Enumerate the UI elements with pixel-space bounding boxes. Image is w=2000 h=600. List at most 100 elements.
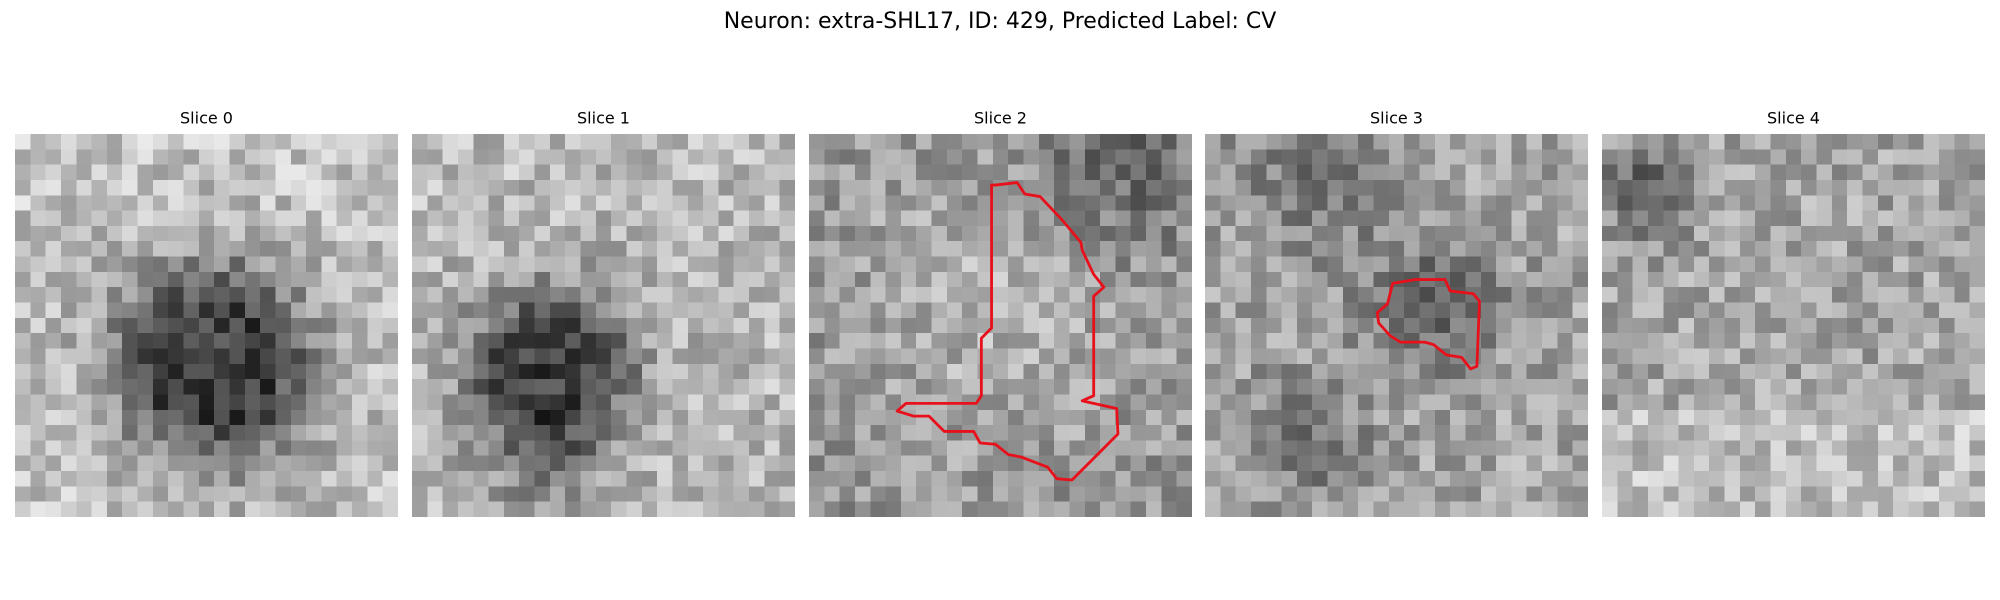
pixel (1450, 210, 1467, 227)
pixel (275, 149, 292, 166)
pixel (106, 440, 123, 457)
pixel (1130, 241, 1147, 258)
pixel (931, 348, 948, 365)
pixel (1526, 179, 1543, 196)
pixel (336, 134, 353, 150)
pixel (1877, 225, 1894, 242)
pixel (1419, 302, 1436, 319)
pixel (824, 363, 841, 380)
pixel (1100, 210, 1117, 227)
pixel (657, 287, 674, 304)
pixel (992, 501, 1009, 517)
pixel (1176, 409, 1192, 426)
pixel (229, 256, 246, 273)
pixel (1939, 287, 1955, 304)
pixel (1450, 486, 1467, 503)
pixel (534, 134, 551, 150)
pixel (1755, 256, 1772, 273)
pixel (626, 179, 643, 196)
pixel (1816, 149, 1833, 166)
pixel (503, 501, 520, 517)
pixel (260, 471, 277, 487)
pixel (854, 210, 871, 227)
pixel (275, 394, 292, 411)
pixel (1678, 486, 1695, 503)
pixel (687, 225, 704, 242)
pixel (352, 409, 368, 426)
pixel (137, 317, 154, 334)
pixel (1480, 134, 1497, 150)
pixel (1312, 317, 1329, 334)
pixel (321, 164, 338, 181)
pixel (457, 394, 474, 411)
pixel (749, 440, 765, 457)
pixel (641, 486, 658, 503)
pixel (427, 394, 444, 411)
pixel (290, 501, 307, 517)
pixel (412, 195, 428, 212)
pixel (168, 241, 185, 258)
pixel (1893, 394, 1910, 411)
pixel (1923, 471, 1940, 487)
pixel (870, 486, 887, 503)
pixel (764, 333, 781, 350)
pixel (1342, 241, 1359, 258)
pixel (1220, 501, 1237, 517)
pixel (367, 455, 384, 472)
pixel (1617, 501, 1634, 517)
pixel (1008, 348, 1025, 365)
pixel (1617, 486, 1634, 503)
pixel (1542, 425, 1558, 442)
pixel (611, 302, 628, 319)
pixel (1602, 149, 1618, 166)
pixel (1008, 333, 1025, 350)
pixel (1373, 409, 1390, 426)
pixel (1480, 486, 1497, 503)
pixel (1862, 195, 1879, 212)
pixel (1908, 440, 1925, 457)
pixel (1770, 210, 1787, 227)
pixel (260, 409, 277, 426)
pixel (488, 440, 505, 457)
pixel (1038, 287, 1055, 304)
pixel (1617, 210, 1634, 227)
pixel (1373, 256, 1390, 273)
pixel (1235, 134, 1252, 150)
pixel (1663, 394, 1680, 411)
pixel (473, 455, 490, 472)
pixel (1969, 164, 1985, 181)
pixel (1511, 271, 1528, 288)
pixel (91, 317, 108, 334)
pixel (1038, 394, 1055, 411)
pixel (1220, 333, 1237, 350)
slice-image (15, 134, 398, 517)
pixel (718, 179, 735, 196)
pixel (1176, 333, 1192, 350)
pixel (30, 425, 47, 442)
pixel (1161, 348, 1178, 365)
pixel (534, 348, 551, 365)
pixel (749, 225, 765, 242)
pixel (1724, 471, 1741, 487)
pixel (76, 241, 93, 258)
pixel (1419, 134, 1436, 150)
pixel (1100, 134, 1117, 150)
pixel (1678, 134, 1695, 150)
pixel (1161, 486, 1178, 503)
pixel (1739, 179, 1756, 196)
pixel (1054, 302, 1071, 319)
pixel (718, 210, 735, 227)
pixel (1617, 425, 1634, 442)
pixel (1862, 317, 1879, 334)
pixel (214, 379, 231, 396)
pixel (427, 225, 444, 242)
pixel (1893, 271, 1910, 288)
pixel (1235, 409, 1252, 426)
pixel (595, 195, 612, 212)
pixel (1755, 394, 1772, 411)
pixel (1557, 486, 1574, 503)
pixel (900, 333, 917, 350)
pixel (168, 379, 185, 396)
pixel (1801, 379, 1818, 396)
pixel (45, 256, 62, 273)
